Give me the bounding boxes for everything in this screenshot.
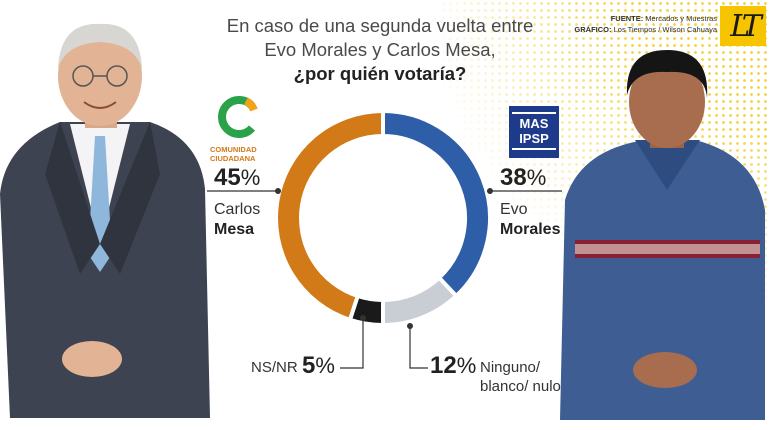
evo-leader-dot [487,188,493,194]
ns-leader-dot [360,315,366,321]
mas-ipsp-logo: MAS IPSP [509,106,559,158]
mesa-percent-sign: % [240,165,261,190]
ninguno-label: Ninguno/ blanco/ nulo [480,358,561,396]
ns-leader-line [340,318,364,369]
source-grafico-value: Los Tiempos / Wilson Cahuaya [613,25,717,34]
evo-percent-sign: % [526,165,547,190]
ninguno-percent: 12% [430,352,476,380]
ns-percent-sign: % [315,353,335,378]
source-fuente-label: FUENTE: [610,14,644,23]
evo-percent: 38% [500,164,546,192]
evo-morales-photo [560,50,765,420]
title-question: ¿por quién votaría? [293,63,467,84]
ninguno-line2: blanco/ nulo [480,378,561,395]
cc-c-icon [218,96,258,138]
source-grafico-label: GRÁFICO: [574,25,612,34]
evo-last-name: Morales [500,221,561,238]
ns-label: NS/NR [251,359,298,376]
mesa-percent: 45% [214,164,260,192]
los-tiempos-logo: LT [720,6,766,46]
ninguno-leader-line [409,326,428,369]
ns-percent-value: 5 [302,352,316,379]
evo-name: Evo Morales [500,200,560,240]
evo-percent-value: 38 [500,164,527,191]
comunidad-ciudadana-logo: COMUNIDAD CIUDADANA [210,96,266,163]
ns-percent: 5% [302,352,335,380]
cc-line1: COMUNIDAD [210,145,257,154]
cc-line2: CIUDADANA [210,154,256,163]
mesa-leader-dot [275,188,281,194]
title-line-2: Evo Morales y Carlos Mesa, [264,39,496,60]
mesa-percent-value: 45 [214,164,241,191]
source-note: FUENTE: Mercados y Muestras GRÁFICO: Los… [574,13,717,35]
ninguno-percent-sign: % [456,353,477,378]
mesa-last-name: Mesa [214,221,255,238]
mas-line1: MAS [519,116,549,131]
chart-title: En caso de una segunda vuelta entre Evo … [215,14,545,86]
donut-slice-3 [274,108,385,323]
mesa-name: Carlos Mesa [214,200,260,240]
carlos-mesa-photo [0,23,210,418]
source-fuente-value: Mercados y Muestras [645,14,717,23]
title-line-1: En caso de una segunda vuelta entre [226,15,534,36]
mesa-first-name: Carlos [214,201,261,218]
ninguno-line1: Ninguno/ [480,359,541,376]
ninguno-leader-dot [407,323,413,329]
mas-line2: IPSP [519,131,549,146]
evo-first-name: Evo [500,201,528,218]
ninguno-percent-value: 12 [430,352,457,379]
